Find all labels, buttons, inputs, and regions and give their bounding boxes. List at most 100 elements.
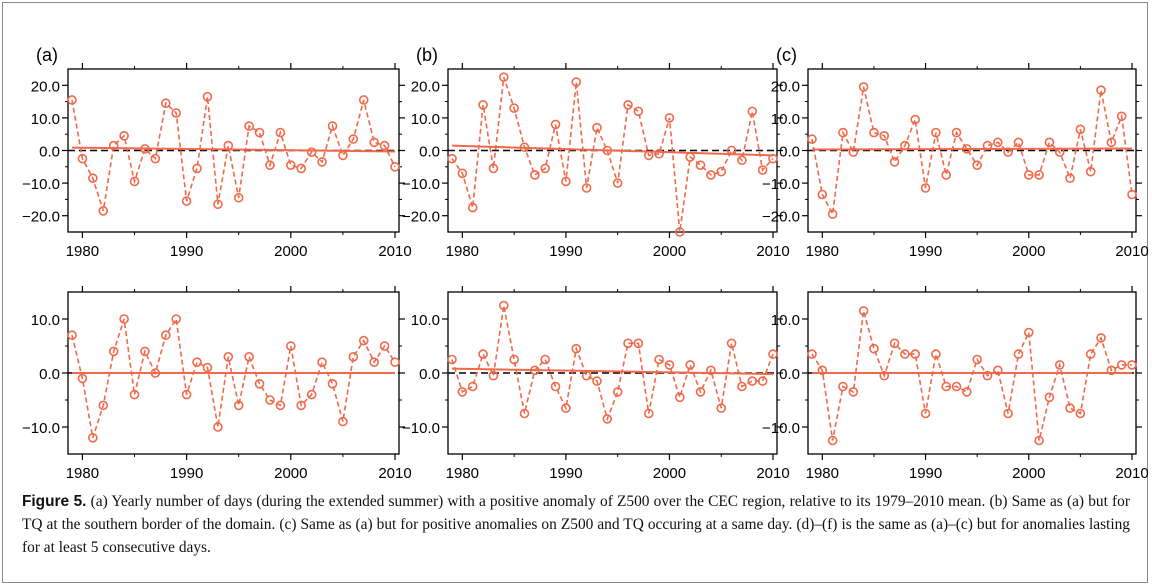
data-point	[296, 400, 307, 411]
data-point	[457, 387, 468, 397]
data-point	[223, 140, 234, 151]
trend-line	[451, 367, 774, 376]
data-point	[737, 381, 747, 392]
data-point	[807, 134, 817, 144]
data-point	[1116, 360, 1127, 370]
data-point	[1085, 166, 1096, 177]
data-point	[88, 432, 98, 443]
x-tick-label: 1990	[170, 243, 203, 260]
data-point	[171, 108, 181, 118]
data-point	[275, 400, 286, 411]
y-tick-label: 0.0	[39, 144, 60, 161]
data-point	[1127, 360, 1137, 370]
y-tick-label: 20.0	[31, 78, 60, 95]
figure-caption: Figure 5. (a) Yearly number of days (dur…	[22, 490, 1130, 559]
x-tick-label: 2010	[1115, 243, 1148, 260]
data-point	[848, 147, 859, 157]
data-point	[581, 370, 592, 381]
data-point	[643, 408, 654, 419]
data-point	[654, 148, 664, 159]
data-point	[951, 127, 962, 138]
data-point	[202, 91, 213, 102]
x-tick-label: 2000	[653, 465, 686, 480]
data-point	[233, 400, 244, 411]
data-point	[358, 335, 369, 346]
data-point	[675, 392, 685, 403]
data-point	[879, 370, 890, 381]
data-point	[1065, 173, 1075, 184]
y-tick-label: −10.0	[22, 420, 60, 437]
data-point	[244, 351, 254, 362]
data-point	[910, 349, 921, 359]
panel-label: (a)	[36, 45, 58, 65]
data-point	[369, 137, 379, 148]
data-point	[807, 349, 817, 359]
data-point	[202, 362, 213, 373]
data-point	[192, 357, 202, 368]
data-point	[920, 408, 931, 419]
data-point	[98, 400, 109, 411]
data-point	[1013, 349, 1024, 359]
data-point	[571, 77, 582, 87]
x-tick-label: 1990	[170, 465, 203, 480]
data-point	[519, 408, 530, 419]
data-point	[467, 202, 478, 213]
y-tick-label: −10.0	[402, 420, 440, 437]
y-tick-label: 10.0	[771, 312, 800, 329]
data-point	[1106, 365, 1117, 376]
data-point	[1127, 189, 1137, 200]
series-line	[811, 310, 1132, 441]
data-point	[478, 349, 488, 359]
data-point	[140, 144, 150, 154]
data-point	[467, 381, 478, 392]
data-point	[77, 373, 88, 384]
data-point	[931, 349, 941, 359]
data-point	[561, 403, 571, 413]
data-point	[1075, 124, 1086, 135]
data-point	[119, 314, 129, 324]
data-point	[941, 381, 951, 392]
data-point	[737, 155, 747, 166]
data-point	[757, 376, 768, 386]
data-point	[181, 389, 192, 400]
data-point	[140, 346, 150, 357]
data-point	[390, 162, 400, 172]
data-point	[358, 95, 369, 105]
x-tick-label: 2010	[756, 465, 789, 480]
data-point	[129, 176, 140, 187]
data-point	[265, 160, 275, 170]
data-point	[827, 209, 838, 219]
data-point	[550, 119, 561, 130]
y-tick-label: 0.0	[779, 144, 800, 161]
y-tick-label: 20.0	[411, 78, 440, 95]
data-point	[129, 389, 140, 400]
data-point	[213, 422, 223, 432]
data-point	[1044, 392, 1055, 403]
data-point	[612, 178, 623, 188]
x-tick-label: 1990	[909, 465, 942, 480]
data-point	[982, 140, 993, 151]
data-point	[192, 163, 202, 174]
caption-lead: Figure 5.	[22, 493, 87, 510]
data-point	[160, 98, 171, 109]
y-tick-label: 10.0	[411, 111, 440, 128]
data-point	[306, 147, 317, 157]
x-tick-label: 2000	[1012, 465, 1045, 480]
data-point	[286, 341, 296, 351]
y-tick-label: 10.0	[771, 111, 800, 128]
data-point	[327, 378, 338, 389]
data-point	[768, 153, 778, 164]
x-tick-label: 2010	[1115, 465, 1148, 480]
panel-label: (c)	[776, 45, 797, 65]
x-tick-label: 2010	[378, 465, 411, 480]
data-point	[1034, 435, 1044, 446]
y-tick-label: −20.0	[762, 209, 800, 226]
data-point	[910, 114, 921, 125]
data-point	[664, 113, 675, 123]
y-tick-label: 0.0	[419, 144, 440, 161]
data-point	[962, 387, 972, 397]
data-point	[1023, 170, 1034, 180]
data-point	[108, 140, 119, 151]
y-tick-label: −10.0	[762, 420, 800, 437]
data-point	[509, 103, 519, 113]
